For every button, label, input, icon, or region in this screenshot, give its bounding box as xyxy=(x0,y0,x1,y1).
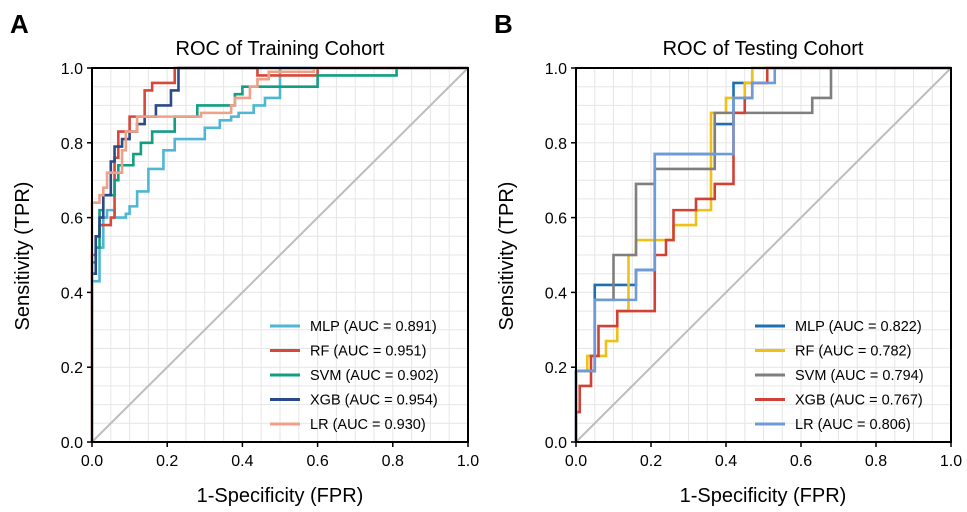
legend-entry-label: XGB (AUC = 0.954) xyxy=(310,393,438,409)
legend-entry-label: RF (AUC = 0.782) xyxy=(795,344,911,360)
panel-b-diagonal-reference xyxy=(575,67,952,443)
y-tick-label: 1.0 xyxy=(61,61,83,78)
y-tick-label: 0.2 xyxy=(61,360,83,377)
panel-a-ylabel: Sensitivity (TPR) xyxy=(12,182,34,331)
legend-entry-label: LR (AUC = 0.930) xyxy=(310,417,426,433)
x-tick-label: 0.6 xyxy=(306,453,328,470)
x-tick-label: 0.6 xyxy=(790,453,812,470)
y-tick-label: 0.4 xyxy=(61,285,83,302)
x-tick-label: 0.4 xyxy=(715,453,737,470)
x-tick-label: 1.0 xyxy=(457,453,479,470)
panel-a-plot-area: 0.0 0.2 0.4 0.6 0.8 1.0 0.0 0.2 0.4 0.6 0.8 1.0 MLP … xyxy=(61,61,479,470)
panel-a-diagonal-reference xyxy=(91,67,469,443)
panel-b-label: B xyxy=(494,9,513,39)
panel-a-title: ROC of Training Cohort xyxy=(176,38,385,60)
x-tick-label: 0.4 xyxy=(231,453,253,470)
legend-entry-label: MLP (AUC = 0.891) xyxy=(310,319,437,335)
y-tick-label: 0.2 xyxy=(545,360,567,377)
series-line-4 xyxy=(90,66,468,442)
series-line-2 xyxy=(90,66,468,442)
x-tick-label: 0.8 xyxy=(382,453,404,470)
series-line-4 xyxy=(574,66,951,442)
legend-entry-label: LR (AUC = 0.806) xyxy=(795,417,911,433)
x-tick-label: 0.2 xyxy=(156,453,178,470)
panel-a-axes-frame xyxy=(91,67,469,443)
legend-entry-label: RF (AUC = 0.951) xyxy=(310,344,426,360)
panel-b-plot-area: 0.0 0.2 0.4 0.6 0.8 1.0 0.0 0.2 0.4 0.6 0.8 1.0 MLP … xyxy=(545,61,962,470)
series-line-0 xyxy=(90,66,468,442)
panel-b-ylabel: Sensitivity (TPR) xyxy=(496,182,518,331)
series-line-3 xyxy=(90,66,468,442)
panel-b-title: ROC of Testing Cohort xyxy=(663,38,864,60)
panel-a-grid xyxy=(91,67,469,443)
panel-b-xlabel: 1-Specificity (FPR) xyxy=(680,485,847,507)
y-tick-label: 0.6 xyxy=(61,211,83,228)
y-tick-label: 1.0 xyxy=(545,61,567,78)
panel-a: A ROC of Training Cohort 1-Specificity (… xyxy=(10,9,479,507)
x-tick-label: 0.0 xyxy=(565,453,587,470)
y-tick-label: 0.0 xyxy=(545,435,567,452)
panel-b: B ROC of Testing Cohort 1-Specificity (F… xyxy=(494,9,962,507)
legend-entry-label: SVM (AUC = 0.794) xyxy=(795,368,924,384)
y-tick-label: 0.8 xyxy=(545,136,567,153)
legend-entry-label: MLP (AUC = 0.822) xyxy=(795,319,922,335)
legend-entry-label: SVM (AUC = 0.902) xyxy=(310,368,439,384)
x-tick-label: 0.0 xyxy=(81,453,103,470)
x-tick-label: 0.2 xyxy=(640,453,662,470)
x-tick-label: 1.0 xyxy=(940,453,962,470)
x-tick-label: 0.8 xyxy=(865,453,887,470)
y-tick-label: 0.6 xyxy=(545,211,567,228)
y-tick-label: 0.8 xyxy=(61,136,83,153)
y-tick-label: 0.4 xyxy=(545,285,567,302)
panel-b-axes-frame xyxy=(575,67,952,443)
panel-a-xlabel: 1-Specificity (FPR) xyxy=(197,485,364,507)
panel-a-label: A xyxy=(10,9,29,39)
panel-a-legend: MLP (AUC = 0.891) RF (AUC = 0.951) SVM (AU… xyxy=(270,319,439,433)
panel-b-legend: MLP (AUC = 0.822) RF (AUC = 0.782) SVM (AU… xyxy=(755,319,924,433)
legend-entry-label: XGB (AUC = 0.767) xyxy=(795,393,923,409)
y-tick-label: 0.0 xyxy=(61,435,83,452)
